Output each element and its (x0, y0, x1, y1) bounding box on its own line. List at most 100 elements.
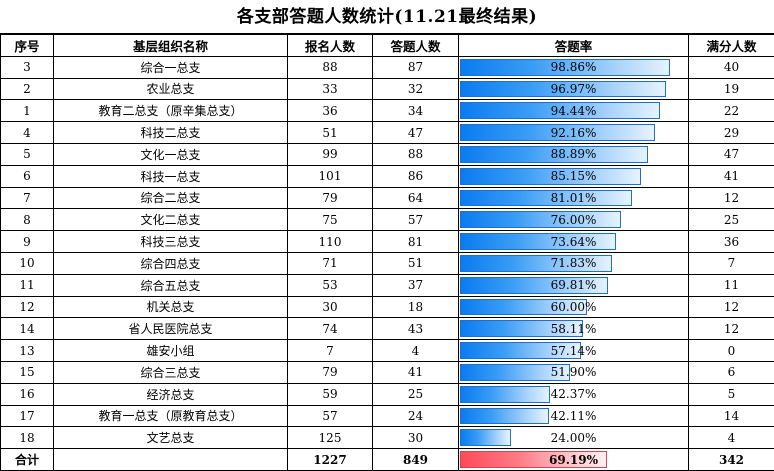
row-answered: 32 (373, 78, 459, 100)
row-rate-cell: 88.89% (459, 143, 689, 165)
row-full: 12 (689, 296, 774, 318)
row-answered: 24 (373, 405, 459, 427)
rate-text: 88.89% (551, 147, 597, 161)
rate-text: 73.64% (551, 235, 597, 249)
row-name: 综合一总支 (54, 56, 288, 78)
row-full: 5 (689, 383, 774, 405)
row-answered: 47 (373, 122, 459, 144)
row-name: 文化一总支 (54, 143, 288, 165)
rate-text: 42.11% (551, 409, 597, 423)
stats-sheet: 各支部答题人数统计(11.21最终结果) 序号 基层组织名称 报名人数 答题人数… (0, 0, 774, 456)
rate-bar (460, 386, 550, 403)
row-no: 18 (1, 427, 54, 449)
row-no: 8 (1, 209, 54, 231)
row-rate-cell: 96.97% (459, 78, 689, 100)
rate-bar (460, 211, 621, 228)
row-no: 14 (1, 318, 54, 340)
total-rate-text: 69.19% (549, 453, 598, 467)
row-no: 4 (1, 122, 54, 144)
row-registered: 125 (288, 427, 373, 449)
rate-text: 96.97% (551, 82, 597, 96)
row-rate-cell: 71.83% (459, 252, 689, 274)
row-answered: 64 (373, 187, 459, 209)
rate-text: 60.00% (551, 300, 597, 314)
row-no: 2 (1, 78, 54, 100)
header-name: 基层组织名称 (54, 35, 288, 57)
row-full: 4 (689, 427, 774, 449)
row-no: 17 (1, 405, 54, 427)
row-full: 29 (689, 122, 774, 144)
row-no: 9 (1, 231, 54, 253)
row-registered: 59 (288, 383, 373, 405)
rate-text: 76.00% (551, 213, 597, 227)
rate-text: 94.44% (551, 104, 597, 118)
rate-bar (460, 408, 549, 425)
rate-text: 51.90% (551, 365, 597, 379)
row-full: 25 (689, 209, 774, 231)
row-name: 经济总支 (54, 383, 288, 405)
row-registered: 7 (288, 340, 373, 362)
row-full: 14 (689, 405, 774, 427)
row-rate-cell: 92.16% (459, 122, 689, 144)
row-name: 科技一总支 (54, 165, 288, 187)
row-rate-cell: 73.64% (459, 231, 689, 253)
row-answered: 87 (373, 56, 459, 78)
row-name: 教育二总支（原辛集总支） (54, 100, 288, 122)
total-row: 合计 1227 849 69.19% 342 (1, 449, 774, 471)
row-answered: 37 (373, 274, 459, 296)
row-rate-cell: 69.81% (459, 274, 689, 296)
rate-text: 92.16% (551, 126, 597, 140)
row-registered: 51 (288, 122, 373, 144)
row-rate-cell: 42.37% (459, 383, 689, 405)
row-name: 雄安小组 (54, 340, 288, 362)
row-answered: 34 (373, 100, 459, 122)
row-name: 综合二总支 (54, 187, 288, 209)
row-registered: 79 (288, 361, 373, 383)
total-registered: 1227 (288, 449, 373, 471)
row-answered: 88 (373, 143, 459, 165)
rate-text: 85.15% (551, 169, 597, 183)
row-registered: 36 (288, 100, 373, 122)
rate-text: 24.00% (551, 431, 597, 445)
row-full: 0 (689, 340, 774, 362)
row-registered: 53 (288, 274, 373, 296)
row-full: 47 (689, 143, 774, 165)
row-no: 1 (1, 100, 54, 122)
total-answered: 849 (373, 449, 459, 471)
row-name: 机关总支 (54, 296, 288, 318)
row-rate-cell: 76.00% (459, 209, 689, 231)
sheet-title: 各支部答题人数统计(11.21最终结果) (0, 0, 774, 34)
row-no: 13 (1, 340, 54, 362)
total-label: 合计 (1, 449, 54, 471)
row-rate-cell: 81.01% (459, 187, 689, 209)
header-answered: 答题人数 (373, 35, 459, 57)
row-no: 16 (1, 383, 54, 405)
row-answered: 4 (373, 340, 459, 362)
row-registered: 99 (288, 143, 373, 165)
row-no: 3 (1, 56, 54, 78)
row-rate-cell: 58.11% (459, 318, 689, 340)
row-rate-cell: 42.11% (459, 405, 689, 427)
header-no: 序号 (1, 35, 54, 57)
row-registered: 71 (288, 252, 373, 274)
row-rate-cell: 57.14% (459, 340, 689, 362)
rate-bar (460, 190, 632, 207)
row-rate-cell: 98.86% (459, 56, 689, 78)
header-rate: 答题率 (459, 35, 689, 57)
rate-text: 58.11% (551, 322, 597, 336)
row-full: 22 (689, 100, 774, 122)
row-name: 科技二总支 (54, 122, 288, 144)
